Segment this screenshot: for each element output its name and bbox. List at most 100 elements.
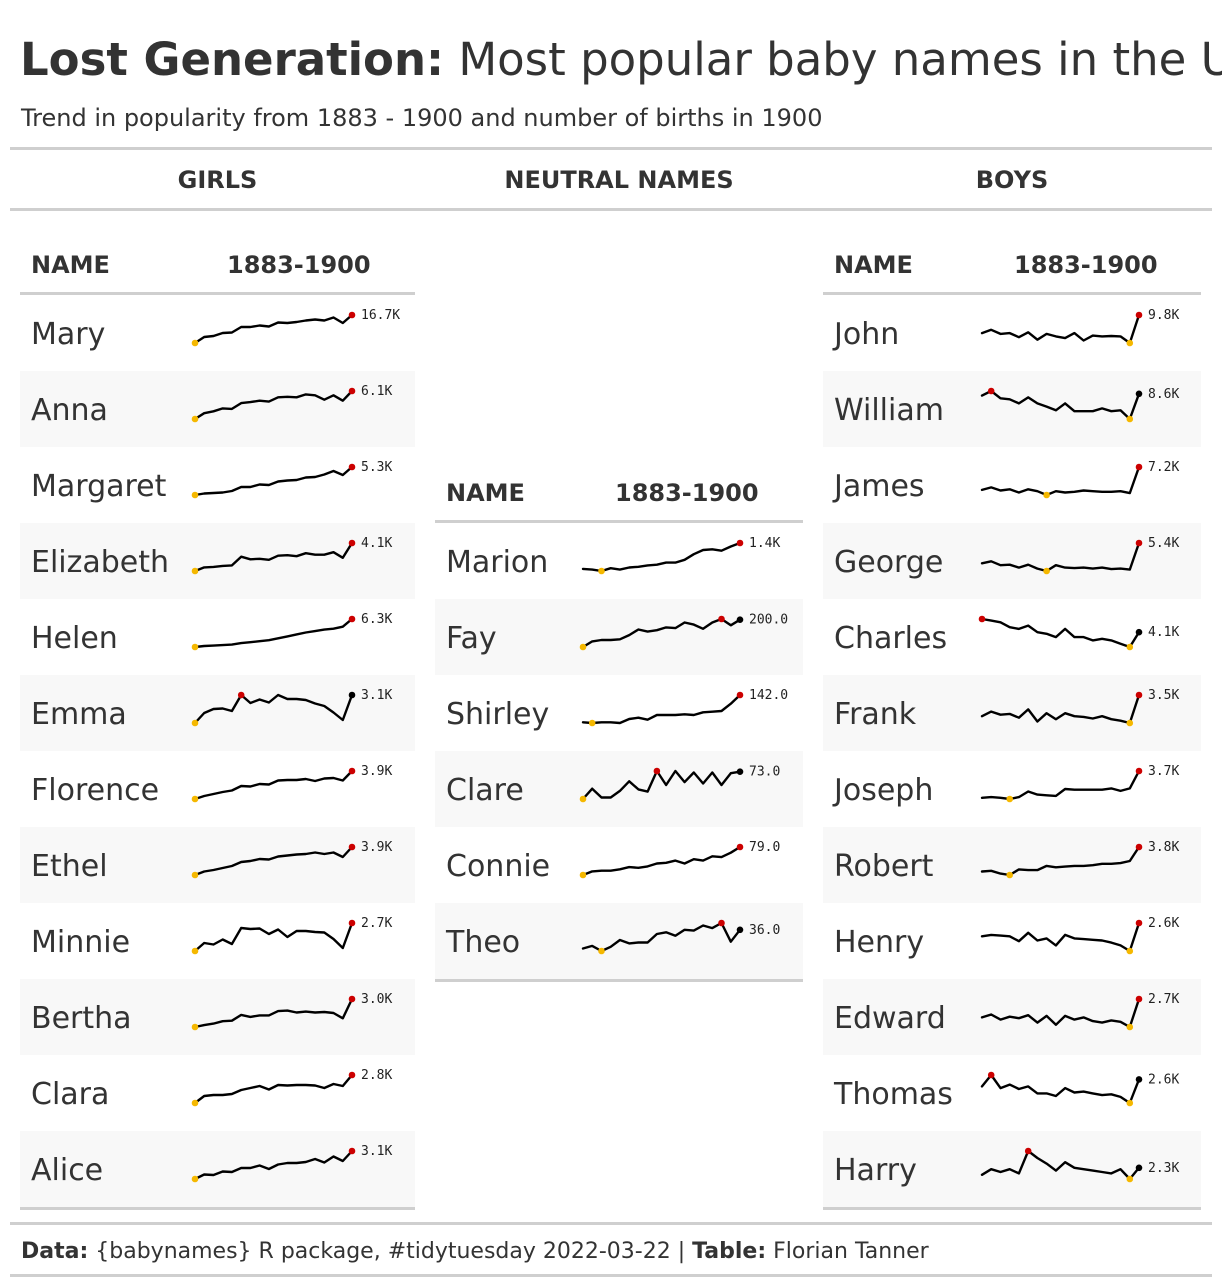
sparkline: 3.8K (980, 840, 1179, 879)
min-point (191, 1099, 199, 1107)
min-point (1126, 415, 1134, 423)
min-point (191, 719, 199, 727)
table-row: Bertha 3.0K (20, 979, 415, 1055)
min-point (579, 643, 587, 651)
max-point (1135, 767, 1143, 775)
min-point (191, 643, 199, 651)
end-value-label: 2.6K (1148, 916, 1179, 931)
caption-bottom-rule (10, 1274, 1212, 1277)
min-point (191, 1023, 199, 1031)
end-value-label: 3.8K (1148, 840, 1179, 855)
table-row: James 7.2K (823, 447, 1201, 523)
trend-line (581, 845, 742, 877)
table-row: Emma 3.1K (20, 675, 415, 751)
min-point (191, 339, 199, 347)
sparkline: 3.7K (980, 764, 1179, 803)
table-row: Fay 200.0 (435, 599, 803, 675)
column-header-name: NAME (834, 251, 913, 279)
min-point (588, 719, 596, 727)
max-point (348, 311, 356, 319)
trend-line (980, 693, 1141, 725)
sparkline: 3.1K (191, 1144, 392, 1183)
sparkline: 36.0 (581, 919, 780, 955)
group-header-bottom-rule (10, 208, 1212, 211)
table-row: William 8.6K (823, 371, 1201, 447)
sparkline: 7.2K (980, 460, 1179, 499)
max-point (237, 691, 245, 699)
group-label-boys: BOYS (975, 166, 1049, 194)
max-point (736, 843, 744, 851)
sparkline: 9.8K (980, 308, 1179, 347)
row-name: Fay (446, 621, 497, 656)
max-point (1135, 691, 1143, 699)
sparkline: 3.9K (191, 764, 392, 803)
table-row: Shirley 142.0 (435, 675, 803, 751)
max-point (1135, 539, 1143, 547)
end-value-label: 8.6K (1148, 387, 1179, 402)
sparkline: 142.0 (581, 688, 788, 727)
table-row: George 5.4K (823, 523, 1201, 599)
sparkline: 73.0 (579, 765, 780, 803)
min-point (1126, 643, 1134, 651)
end-value-label: 3.1K (361, 688, 392, 703)
sparkline: 3.5K (980, 688, 1179, 727)
end-value-label: 2.7K (361, 916, 392, 931)
table-row: Ethel 3.9K (20, 827, 415, 903)
row-name: Emma (31, 697, 127, 732)
sparkline: 2.7K (191, 916, 392, 955)
row-name: Margaret (31, 469, 167, 504)
max-point (348, 843, 356, 851)
caption-data-text: {babynames} R package, #tidytuesday 2022… (88, 1239, 693, 1264)
end-value-label: 7.2K (1148, 460, 1179, 475)
trend-line (193, 1073, 354, 1105)
trend-line (193, 997, 354, 1029)
table-row: Helen 6.3K (20, 599, 415, 675)
trend-line (581, 769, 742, 801)
max-point (348, 387, 356, 395)
page-title: Lost Generation: Most popular baby names… (20, 30, 1222, 90)
table-row: Mary 16.7K (20, 295, 415, 371)
trend-line (980, 313, 1141, 345)
table-bottom-rule (20, 1207, 415, 1210)
row-name: Robert (834, 849, 934, 884)
trend-line (193, 1149, 354, 1181)
min-point (1006, 871, 1013, 879)
row-name: Frank (834, 697, 917, 732)
row-name: Bertha (31, 1001, 132, 1036)
table-row: Margaret 5.3K (20, 447, 415, 523)
max-point (978, 615, 986, 623)
trend-line (193, 465, 354, 497)
column-header-trend: 1883-1900 (1014, 251, 1158, 279)
group-header-top-rule (10, 147, 1212, 150)
end-value-label: 3.1K (361, 1144, 392, 1159)
table-row: Florence 3.9K (20, 751, 415, 827)
sparkline: 79.0 (579, 840, 780, 879)
trend-line (980, 921, 1141, 953)
caption-top-rule (10, 1222, 1212, 1225)
end-value-label: 3.9K (361, 840, 392, 855)
sparkline: 3.0K (191, 992, 392, 1031)
trend-line (193, 389, 354, 421)
trend-line (193, 313, 354, 345)
end-value-label: 1.4K (749, 536, 780, 551)
table-row: Thomas 2.6K (823, 1055, 1201, 1131)
trend-line (581, 541, 742, 573)
trend-line (581, 921, 742, 953)
trend-line (581, 617, 742, 649)
min-point (191, 567, 199, 575)
row-name: Elizabeth (31, 545, 170, 580)
row-name: Charles (834, 621, 948, 656)
end-point (1135, 1164, 1143, 1172)
end-point (1135, 1076, 1143, 1083)
trend-line (193, 693, 354, 725)
trend-line (980, 617, 1141, 649)
end-point (736, 768, 744, 775)
trend-line (193, 541, 354, 573)
min-point (1043, 491, 1050, 499)
sparkline: 8.6K (980, 387, 1179, 423)
sparkline: 1.4K (581, 536, 780, 575)
max-point (1024, 1147, 1032, 1155)
column-header-trend: 1883-1900 (227, 251, 371, 279)
caption: Data: {babynames} R package, #tidytuesda… (21, 1237, 929, 1267)
end-value-label: 4.1K (361, 536, 392, 551)
